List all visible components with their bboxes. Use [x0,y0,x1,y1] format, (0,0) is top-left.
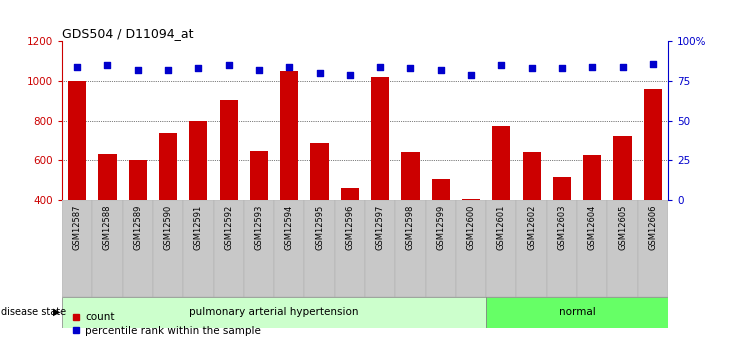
Bar [462,199,480,279]
Bar [613,136,631,279]
Bar [62,200,93,297]
Text: GSM12600: GSM12600 [466,205,475,250]
Text: GSM12599: GSM12599 [437,205,445,250]
Bar [250,150,268,279]
Point [617,64,629,70]
Text: GSM12597: GSM12597 [376,205,385,250]
Bar [62,297,486,328]
Bar [335,200,365,297]
Text: GSM12592: GSM12592 [224,205,233,250]
Bar [517,200,547,297]
Point [72,64,83,70]
Point [223,62,234,68]
Bar [183,200,214,297]
Bar [159,132,177,279]
Bar [644,89,662,279]
Text: GDS504 / D11094_at: GDS504 / D11094_at [62,27,193,40]
Text: disease state: disease state [1,307,66,317]
Bar [99,155,117,279]
Text: GSM12605: GSM12605 [618,205,627,250]
Bar [274,200,304,297]
Bar [638,200,668,297]
Point [374,64,386,70]
Bar [123,200,153,297]
Bar [220,100,238,279]
Text: GSM12590: GSM12590 [164,205,172,250]
Text: GSM12596: GSM12596 [345,205,354,250]
Point [193,66,204,71]
Bar [153,200,183,297]
Text: ▶: ▶ [53,307,60,317]
Bar [396,200,426,297]
Text: GSM12598: GSM12598 [406,205,415,250]
Text: GSM12588: GSM12588 [103,205,112,250]
Text: normal: normal [558,307,596,317]
Text: GSM12594: GSM12594 [285,205,293,250]
Text: GSM12603: GSM12603 [558,205,566,250]
Legend: count, percentile rank within the sample: count, percentile rank within the sample [67,308,265,340]
Bar [93,200,123,297]
Bar [310,142,328,279]
Point [101,62,113,68]
Point [556,66,568,71]
Point [496,62,507,68]
Bar [189,121,207,279]
Text: GSM12604: GSM12604 [588,205,596,250]
Point [283,64,295,70]
Bar [553,177,571,279]
Bar [304,200,335,297]
Text: GSM12589: GSM12589 [134,205,142,250]
Text: GSM12587: GSM12587 [73,205,82,250]
Bar [341,188,359,279]
Bar [486,297,668,328]
Text: pulmonary arterial hypertension: pulmonary arterial hypertension [189,307,359,317]
Point [344,72,356,78]
Point [162,67,174,73]
Bar [244,200,274,297]
Point [586,64,598,70]
Bar [128,160,147,279]
Text: GSM12606: GSM12606 [648,205,657,250]
Point [314,70,326,76]
Bar [523,152,541,279]
Text: GSM12595: GSM12595 [315,205,324,250]
Bar [431,179,450,279]
Bar [426,200,456,297]
Bar [456,200,486,297]
Point [132,67,144,73]
Bar [547,200,577,297]
Point [465,72,477,78]
Point [435,67,447,73]
Bar [68,81,86,279]
Bar [214,200,244,297]
Text: GSM12593: GSM12593 [255,205,264,250]
Bar [583,156,602,279]
Bar [492,126,510,279]
Text: GSM12602: GSM12602 [527,205,536,250]
Bar [365,200,396,297]
Text: GSM12591: GSM12591 [194,205,203,250]
Point [253,67,265,73]
Bar [577,200,607,297]
Point [647,61,658,66]
Bar [607,200,638,297]
Bar [402,152,420,279]
Bar [486,200,517,297]
Point [526,66,537,71]
Point [404,66,416,71]
Bar [371,77,389,279]
Text: GSM12601: GSM12601 [497,205,506,250]
Bar [280,71,299,279]
